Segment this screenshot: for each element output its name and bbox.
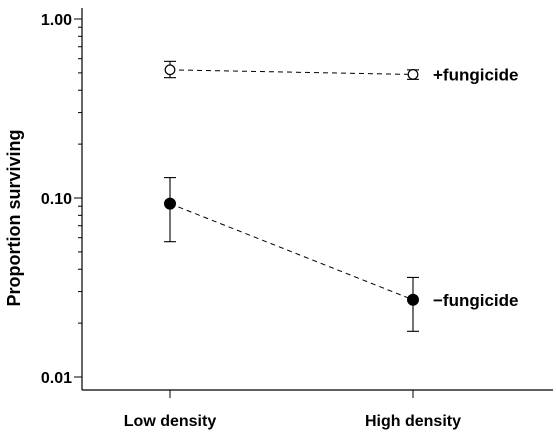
series-label: −fungicide	[433, 291, 518, 310]
y-tick-label: 0.01	[41, 370, 72, 387]
series-connector	[169, 69, 414, 75]
data-marks: +fungicide −fungicide	[164, 60, 518, 332]
data-point	[407, 69, 419, 80]
series-connector	[169, 203, 414, 301]
y-axis-title: Proportion surviving	[4, 129, 24, 306]
x-tick-label: High density	[365, 413, 461, 430]
data-point	[407, 293, 419, 306]
series: −fungicide	[164, 177, 518, 332]
series: +fungicide	[164, 60, 518, 84]
series-label: +fungicide	[433, 65, 518, 84]
x-tick-label: Low density	[124, 413, 217, 430]
y-tick-label: 1.00	[41, 12, 72, 29]
y-tick-label: 0.10	[41, 191, 72, 208]
data-point	[164, 197, 176, 210]
data-point	[164, 64, 176, 76]
axes: 1.00 0.10 0.01 Low density High density	[41, 8, 553, 430]
